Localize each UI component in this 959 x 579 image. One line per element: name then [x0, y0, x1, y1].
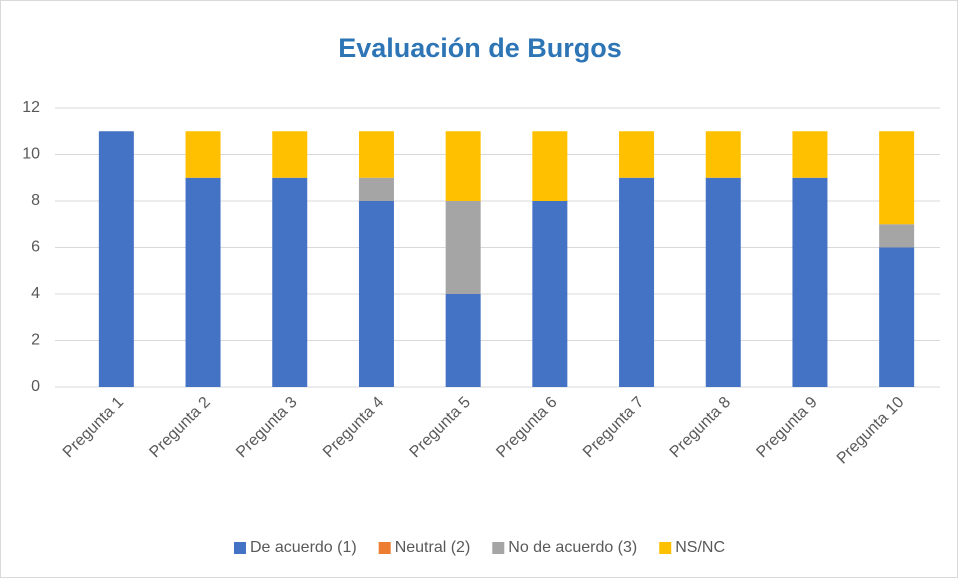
legend: De acuerdo (1) Neutral (2) No de acuerdo (… [233, 539, 725, 556]
y-tick-label: 10 [22, 146, 40, 163]
bar-segment [98, 131, 134, 387]
bar-segment [792, 131, 828, 178]
bar-segment [358, 201, 394, 387]
bar-segment [185, 131, 221, 178]
bar-segment [619, 177, 655, 387]
legend-label: NS/NC [675, 539, 725, 556]
y-tick-label: 12 [22, 99, 40, 116]
legend-label: Neutral (2) [395, 539, 471, 556]
bar-segment [358, 131, 394, 178]
chart-title: Evaluación de Burgos [338, 33, 622, 63]
bar-segment [705, 177, 741, 387]
legend-label: De acuerdo (1) [250, 539, 357, 556]
bar-segment [705, 131, 741, 178]
y-tick-label: 4 [31, 285, 40, 302]
legend-swatch [233, 542, 246, 554]
bar-segment [272, 131, 308, 178]
bar-segment [445, 294, 481, 387]
bar-segment [358, 177, 394, 201]
y-tick-label: 8 [31, 192, 40, 209]
bar-segment [445, 131, 481, 201]
y-tick-label: 0 [31, 378, 40, 395]
y-tick-label: 6 [31, 239, 40, 256]
bar-segment [879, 247, 915, 387]
legend-label: No de acuerdo (3) [508, 539, 637, 556]
bar-segment [445, 201, 481, 294]
legend-swatch [378, 542, 391, 554]
y-tick-label: 2 [31, 332, 40, 349]
legend-swatch [492, 542, 505, 554]
bar-segment [532, 131, 568, 201]
bar-segment [272, 177, 308, 387]
legend-swatch [659, 542, 672, 554]
bar-segment [619, 131, 655, 178]
bar-segment [879, 131, 915, 225]
bar-segment [879, 224, 915, 248]
bar-segment [185, 177, 221, 387]
bar-segment [792, 177, 828, 387]
bar-segment [532, 201, 568, 387]
